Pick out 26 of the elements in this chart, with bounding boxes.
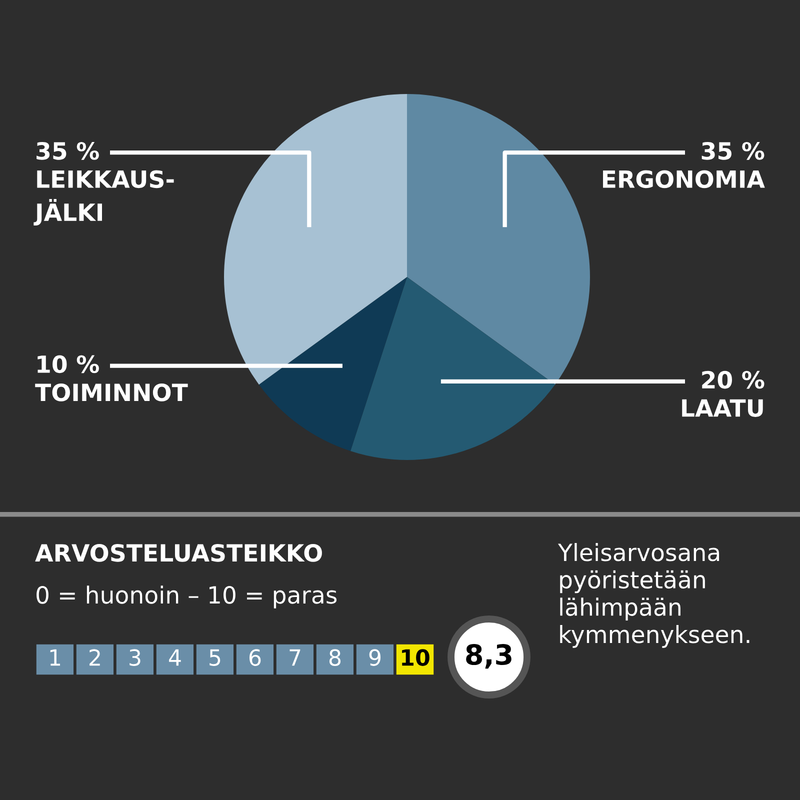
chart-subtitle: 0 = huonoin – 10 = paras: [36, 586, 337, 608]
data-label: 35 %: [702, 142, 764, 160]
pie-slice: [350, 277, 556, 460]
data-label: 6: [249, 649, 261, 666]
pie-slice: [224, 94, 407, 385]
data-label: 35 %: [36, 142, 99, 160]
data-label: 8: [329, 649, 341, 666]
text: Yleisarvosana pyöristetään lähimpään kymmenykseen.: [558, 543, 750, 648]
slice-label: LAATU: [682, 399, 763, 417]
data-label: 10 %: [38, 355, 99, 374]
data-label: 1: [50, 649, 60, 666]
slice-label: ERGONOMIA: [603, 170, 765, 188]
chart-title: ARVOSTELUASTEIKKO: [35, 544, 322, 562]
pie-slice: [407, 94, 590, 385]
slice-label: LEIKKAUS- JÄLKI: [34, 170, 174, 226]
slice-label: TOIMINNOT: [35, 384, 188, 402]
text: 8,3: [466, 644, 512, 669]
data-label: 2: [90, 649, 100, 666]
pie-slice: [258, 277, 407, 452]
data-label: 4: [169, 649, 181, 666]
data-label: 5: [210, 649, 220, 666]
data-label: 9: [369, 649, 381, 666]
data-label: 10: [402, 649, 430, 666]
data-label: 3: [130, 649, 140, 666]
data-label: 7: [290, 649, 300, 666]
data-label: 20 %: [702, 370, 764, 389]
